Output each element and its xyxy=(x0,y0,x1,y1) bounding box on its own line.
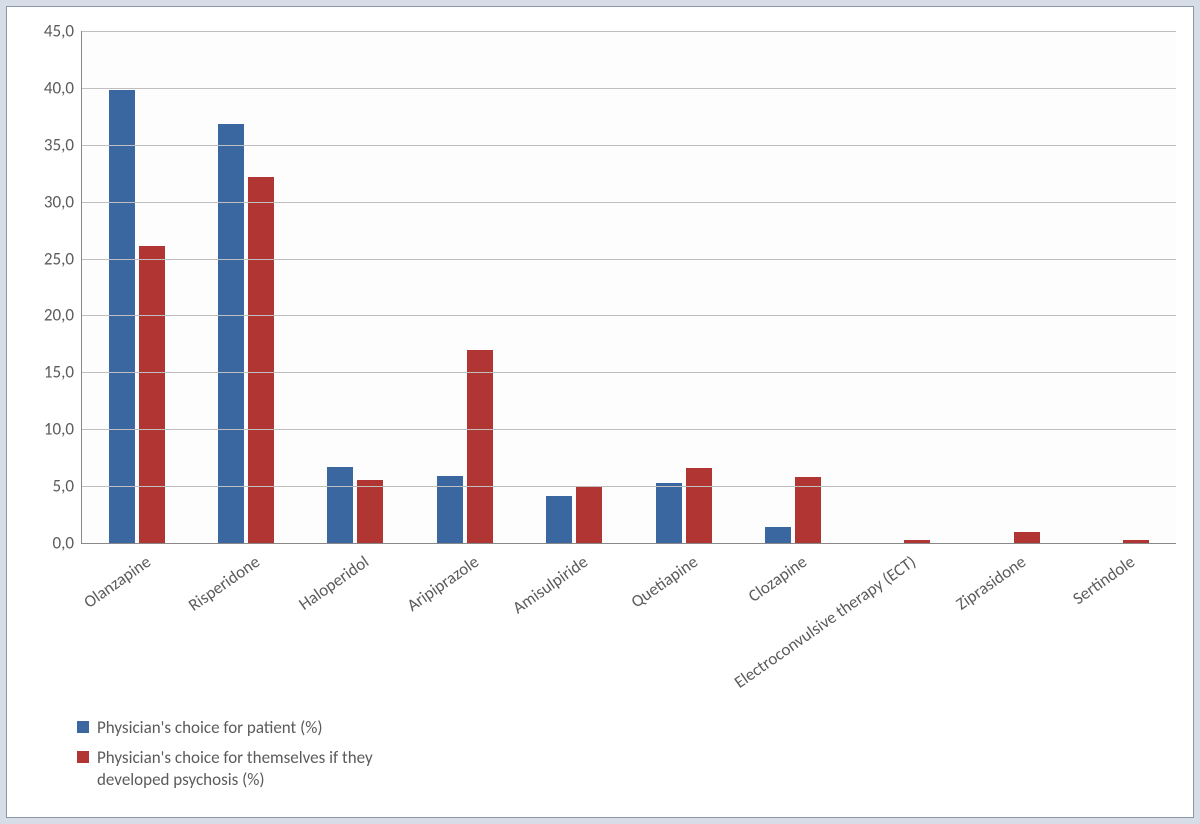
y-tick-label: 20,0 xyxy=(44,305,82,326)
category-group: Clozapine xyxy=(738,31,847,543)
x-tick-label: Quetiapine xyxy=(623,546,701,612)
y-tick-label: 5,0 xyxy=(53,476,82,497)
legend-item: Physician's choice for themselves if the… xyxy=(77,747,417,791)
bar xyxy=(357,480,383,543)
bar xyxy=(1014,532,1040,543)
bars-layer: OlanzapineRisperidoneHaloperidolAripipra… xyxy=(82,31,1176,543)
x-tick-label: Risperidone xyxy=(181,546,264,615)
chart-inner: OlanzapineRisperidoneHaloperidolAripipra… xyxy=(6,6,1194,818)
legend-swatch xyxy=(77,721,89,733)
legend: Physician's choice for patient (%) Physic… xyxy=(7,697,435,817)
bar xyxy=(109,90,135,543)
y-tick-label: 0,0 xyxy=(53,533,82,554)
category-group: Sertindole xyxy=(1067,31,1176,543)
x-tick-label: Olanzapine xyxy=(76,546,155,612)
legend-label: Physician's choice for patient (%) xyxy=(97,717,323,739)
category-group: Aripiprazole xyxy=(410,31,519,543)
gridline xyxy=(82,145,1176,146)
x-tick-label: Clozapine xyxy=(741,546,811,606)
y-tick-label: 35,0 xyxy=(44,134,82,155)
category-group: Risperidone xyxy=(191,31,300,543)
gridline xyxy=(82,202,1176,203)
bar xyxy=(546,496,572,543)
category-group: Olanzapine xyxy=(82,31,191,543)
category-group: Quetiapine xyxy=(629,31,738,543)
category-group: Electroconvulsive therapy (ECT) xyxy=(848,31,957,543)
bar xyxy=(576,486,602,543)
legend-label: Physician's choice for themselves if the… xyxy=(97,747,417,791)
gridline xyxy=(82,486,1176,487)
gridline xyxy=(82,31,1176,32)
x-tick-label: Amisulpiride xyxy=(505,546,592,618)
bar xyxy=(1123,540,1149,543)
y-tick-label: 40,0 xyxy=(44,77,82,98)
chart-container: OlanzapineRisperidoneHaloperidolAripipra… xyxy=(0,0,1200,824)
bar xyxy=(656,483,682,543)
x-tick-label: Aripiprazole xyxy=(399,546,482,616)
legend-item: Physician's choice for patient (%) xyxy=(77,717,417,739)
gridline xyxy=(82,315,1176,316)
gridline xyxy=(82,259,1176,260)
bar xyxy=(139,246,165,543)
gridline xyxy=(82,372,1176,373)
bar xyxy=(467,350,493,543)
y-tick-label: 30,0 xyxy=(44,191,82,212)
gridline xyxy=(82,429,1176,430)
bar xyxy=(765,527,791,543)
bar xyxy=(218,124,244,543)
bar xyxy=(904,540,930,543)
x-tick-label: Ziprasidone xyxy=(948,546,1029,614)
bar xyxy=(327,467,353,543)
category-group: Amisulpiride xyxy=(520,31,629,543)
x-tick-label: Electroconvulsive therapy (ECT) xyxy=(727,546,920,692)
x-tick-label: Haloperidol xyxy=(292,546,374,614)
y-tick-label: 15,0 xyxy=(44,362,82,383)
legend-swatch xyxy=(77,751,89,763)
gridline xyxy=(82,88,1176,89)
category-group: Haloperidol xyxy=(301,31,410,543)
category-group: Ziprasidone xyxy=(957,31,1066,543)
x-tick-label: Sertindole xyxy=(1066,546,1140,609)
bar xyxy=(248,177,274,543)
y-tick-label: 25,0 xyxy=(44,248,82,269)
plot-area: OlanzapineRisperidoneHaloperidolAripipra… xyxy=(81,31,1176,544)
y-tick-label: 45,0 xyxy=(44,21,82,42)
bar xyxy=(686,468,712,543)
y-tick-label: 10,0 xyxy=(44,419,82,440)
